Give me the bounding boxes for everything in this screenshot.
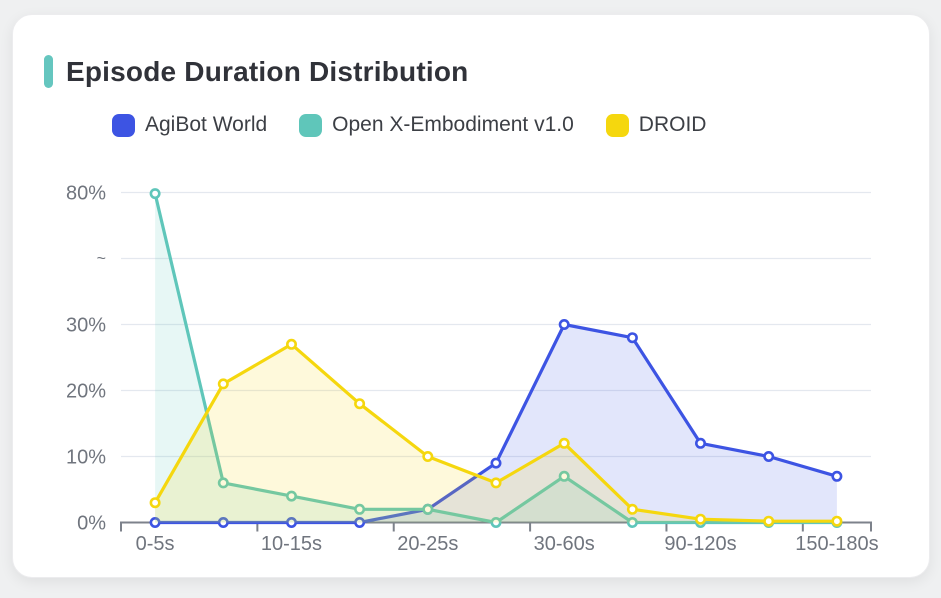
legend-swatch-icon xyxy=(112,113,135,137)
chart-legend: AgiBot World Open X-Embodiment v1.0 DROID xyxy=(112,113,706,137)
data-point-marker xyxy=(831,470,843,482)
data-point-marker xyxy=(422,450,434,462)
legend-item-open-x-embodiment-v1-0[interactable]: Open X-Embodiment v1.0 xyxy=(299,113,574,137)
legend-label: DROID xyxy=(638,113,707,136)
legend-item-agibot-world[interactable]: AgiBot World xyxy=(112,113,267,137)
x-axis-tick-label: 90-120s xyxy=(664,533,736,555)
data-point-marker xyxy=(354,516,366,528)
series-area-open-x-embodiment-v1-0 xyxy=(155,193,837,523)
x-axis-tick-label: 10-15s xyxy=(261,533,322,555)
data-point-marker xyxy=(149,516,161,528)
series-area-agibot-world xyxy=(155,324,837,523)
data-point-marker xyxy=(558,318,570,330)
legend-label: AgiBot World xyxy=(145,113,268,136)
x-axis-tick-label: 0-5s xyxy=(136,533,175,555)
chart-card: 0% 10% 20% 30% ~80% 0-5s 10-15s 20-25s 30-60s 90-… xyxy=(12,14,930,578)
x-axis-labels: 0-5s 10-15s 20-25s 30-60s 90-120s 150-180s xyxy=(136,533,879,555)
legend-swatch-icon xyxy=(605,113,629,137)
x-axis-tick-label: 20-25s xyxy=(397,533,458,555)
title-row: Episode Duration Distribution xyxy=(44,55,468,88)
y-axis-tick-label: ~ xyxy=(97,251,106,268)
y-axis-tick-label: 10% xyxy=(66,447,106,469)
y-axis-tick-label: 0% xyxy=(77,513,106,535)
data-point-marker xyxy=(285,490,297,502)
data-point-marker xyxy=(217,477,229,489)
data-point-marker xyxy=(490,516,502,528)
episode-duration-chart: 0% 10% 20% 30% ~80% 0-5s 10-15s 20-25s 30-60s 90-… xyxy=(66,183,879,556)
series-area-droid xyxy=(155,344,837,523)
x-axis-tick-label: 150-180s xyxy=(795,533,878,555)
data-point-marker xyxy=(831,515,843,527)
data-point-marker xyxy=(217,378,229,390)
data-point-marker xyxy=(354,503,366,515)
data-point-marker xyxy=(626,516,638,528)
data-point-marker xyxy=(285,516,297,528)
legend-label: Open X-Embodiment v1.0 xyxy=(332,113,574,136)
data-point-marker xyxy=(626,503,638,515)
series-agibot-world xyxy=(149,318,843,528)
gridlines xyxy=(121,191,871,458)
data-point-marker xyxy=(354,398,366,410)
y-axis-tick-label: 80% xyxy=(66,183,106,205)
data-point-marker xyxy=(763,515,775,527)
data-point-marker xyxy=(558,470,570,482)
data-point-marker xyxy=(422,503,434,515)
data-point-marker xyxy=(217,516,229,528)
y-axis-tick-label: 30% xyxy=(66,315,106,337)
data-point-marker xyxy=(490,477,502,489)
data-point-marker xyxy=(626,332,638,344)
data-point-marker xyxy=(763,450,775,462)
y-axis-tick-label: 20% xyxy=(66,381,106,403)
data-point-marker xyxy=(149,188,161,200)
y-axis-labels: 0% 10% 20% 30% ~80% xyxy=(66,183,106,535)
series-droid xyxy=(149,338,843,527)
x-axis-tick-label: 30-60s xyxy=(534,533,595,555)
page-title: Episode Duration Distribution xyxy=(66,55,469,87)
data-point-marker xyxy=(149,497,161,509)
data-point-marker xyxy=(558,437,570,449)
data-point-marker xyxy=(694,513,706,525)
title-accent-bar xyxy=(44,55,53,88)
legend-swatch-icon xyxy=(299,113,323,137)
data-point-marker xyxy=(490,457,502,469)
legend-item-droid[interactable]: DROID xyxy=(605,113,707,137)
data-point-marker xyxy=(694,437,706,449)
data-point-marker xyxy=(285,338,297,350)
